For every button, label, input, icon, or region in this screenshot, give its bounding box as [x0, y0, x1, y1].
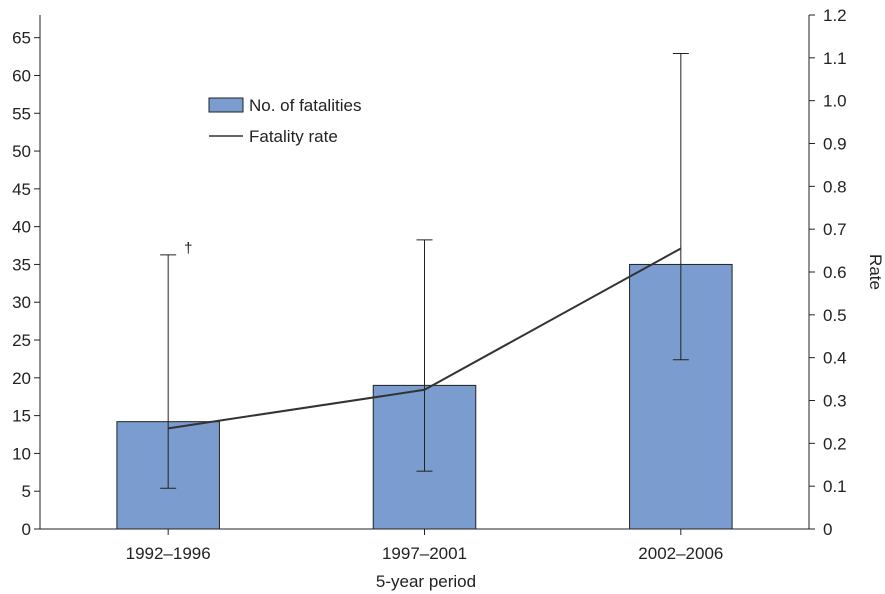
left-tick-label-0: 0	[22, 520, 31, 539]
left-tick-label-12: 60	[12, 66, 31, 85]
rate-line-group	[168, 247, 682, 430]
right-tick-label-1: 0.1	[823, 477, 847, 496]
left-tick-label-1: 5	[22, 482, 31, 501]
left-tick-label-6: 30	[12, 293, 31, 312]
left-tick-label-13: 65	[12, 29, 31, 48]
right-tick-label-3: 0.3	[823, 392, 847, 411]
x-tick-label-0: 1992–1996	[126, 544, 211, 563]
x-axis-title: 5-year period	[376, 572, 476, 591]
left-tick-label-11: 55	[12, 104, 31, 123]
x-tick-label-1: 1997–2001	[382, 544, 467, 563]
right-tick-label-7: 0.7	[823, 220, 847, 239]
right-tick-label-6: 0.6	[823, 263, 847, 282]
right-tick-label-2: 0.2	[823, 434, 847, 453]
legend-label-rate: Fatality rate	[249, 127, 338, 146]
left-tick-label-4: 20	[12, 369, 31, 388]
right-tick-label-12: 1.2	[823, 6, 847, 25]
legend: No. of fatalities Fatality rate	[208, 96, 361, 146]
right-tick-label-8: 0.8	[823, 177, 847, 196]
fatality-rate-line	[168, 247, 682, 430]
annotation-dagger-0: †	[184, 240, 192, 257]
left-y-ticks: 0 5 10 15 20 25 30 35 40 45 50 55 60 65	[12, 29, 40, 539]
right-tick-label-9: 0.9	[823, 135, 847, 154]
error-bars-group	[160, 53, 689, 489]
left-tick-label-7: 35	[12, 255, 31, 274]
right-tick-label-0: 0	[823, 520, 832, 539]
right-axis-title: Rate	[866, 254, 885, 290]
left-tick-label-9: 45	[12, 180, 31, 199]
left-tick-label-8: 40	[12, 218, 31, 237]
legend-swatch-fatalities	[208, 97, 244, 113]
left-tick-label-10: 50	[12, 142, 31, 161]
right-tick-label-11: 1.1	[823, 49, 847, 68]
left-tick-label-3: 15	[12, 407, 31, 426]
left-tick-label-2: 10	[12, 444, 31, 463]
x-ticks: 1992–1996 1997–2001 2002–2006	[126, 529, 723, 563]
right-tick-label-10: 1.0	[823, 92, 847, 111]
x-tick-label-2: 2002–2006	[638, 544, 723, 563]
left-tick-label-5: 25	[12, 331, 31, 350]
right-y-ticks: 0 0.1 0.2 0.3 0.4 0.5 0.6 0.7 0.8 0.9 1.0 1.1 1.2	[809, 6, 847, 539]
right-tick-label-5: 0.5	[823, 306, 847, 325]
right-tick-label-4: 0.4	[823, 349, 847, 368]
legend-label-fatalities: No. of fatalities	[249, 96, 361, 115]
annotations-group: †	[184, 240, 192, 257]
